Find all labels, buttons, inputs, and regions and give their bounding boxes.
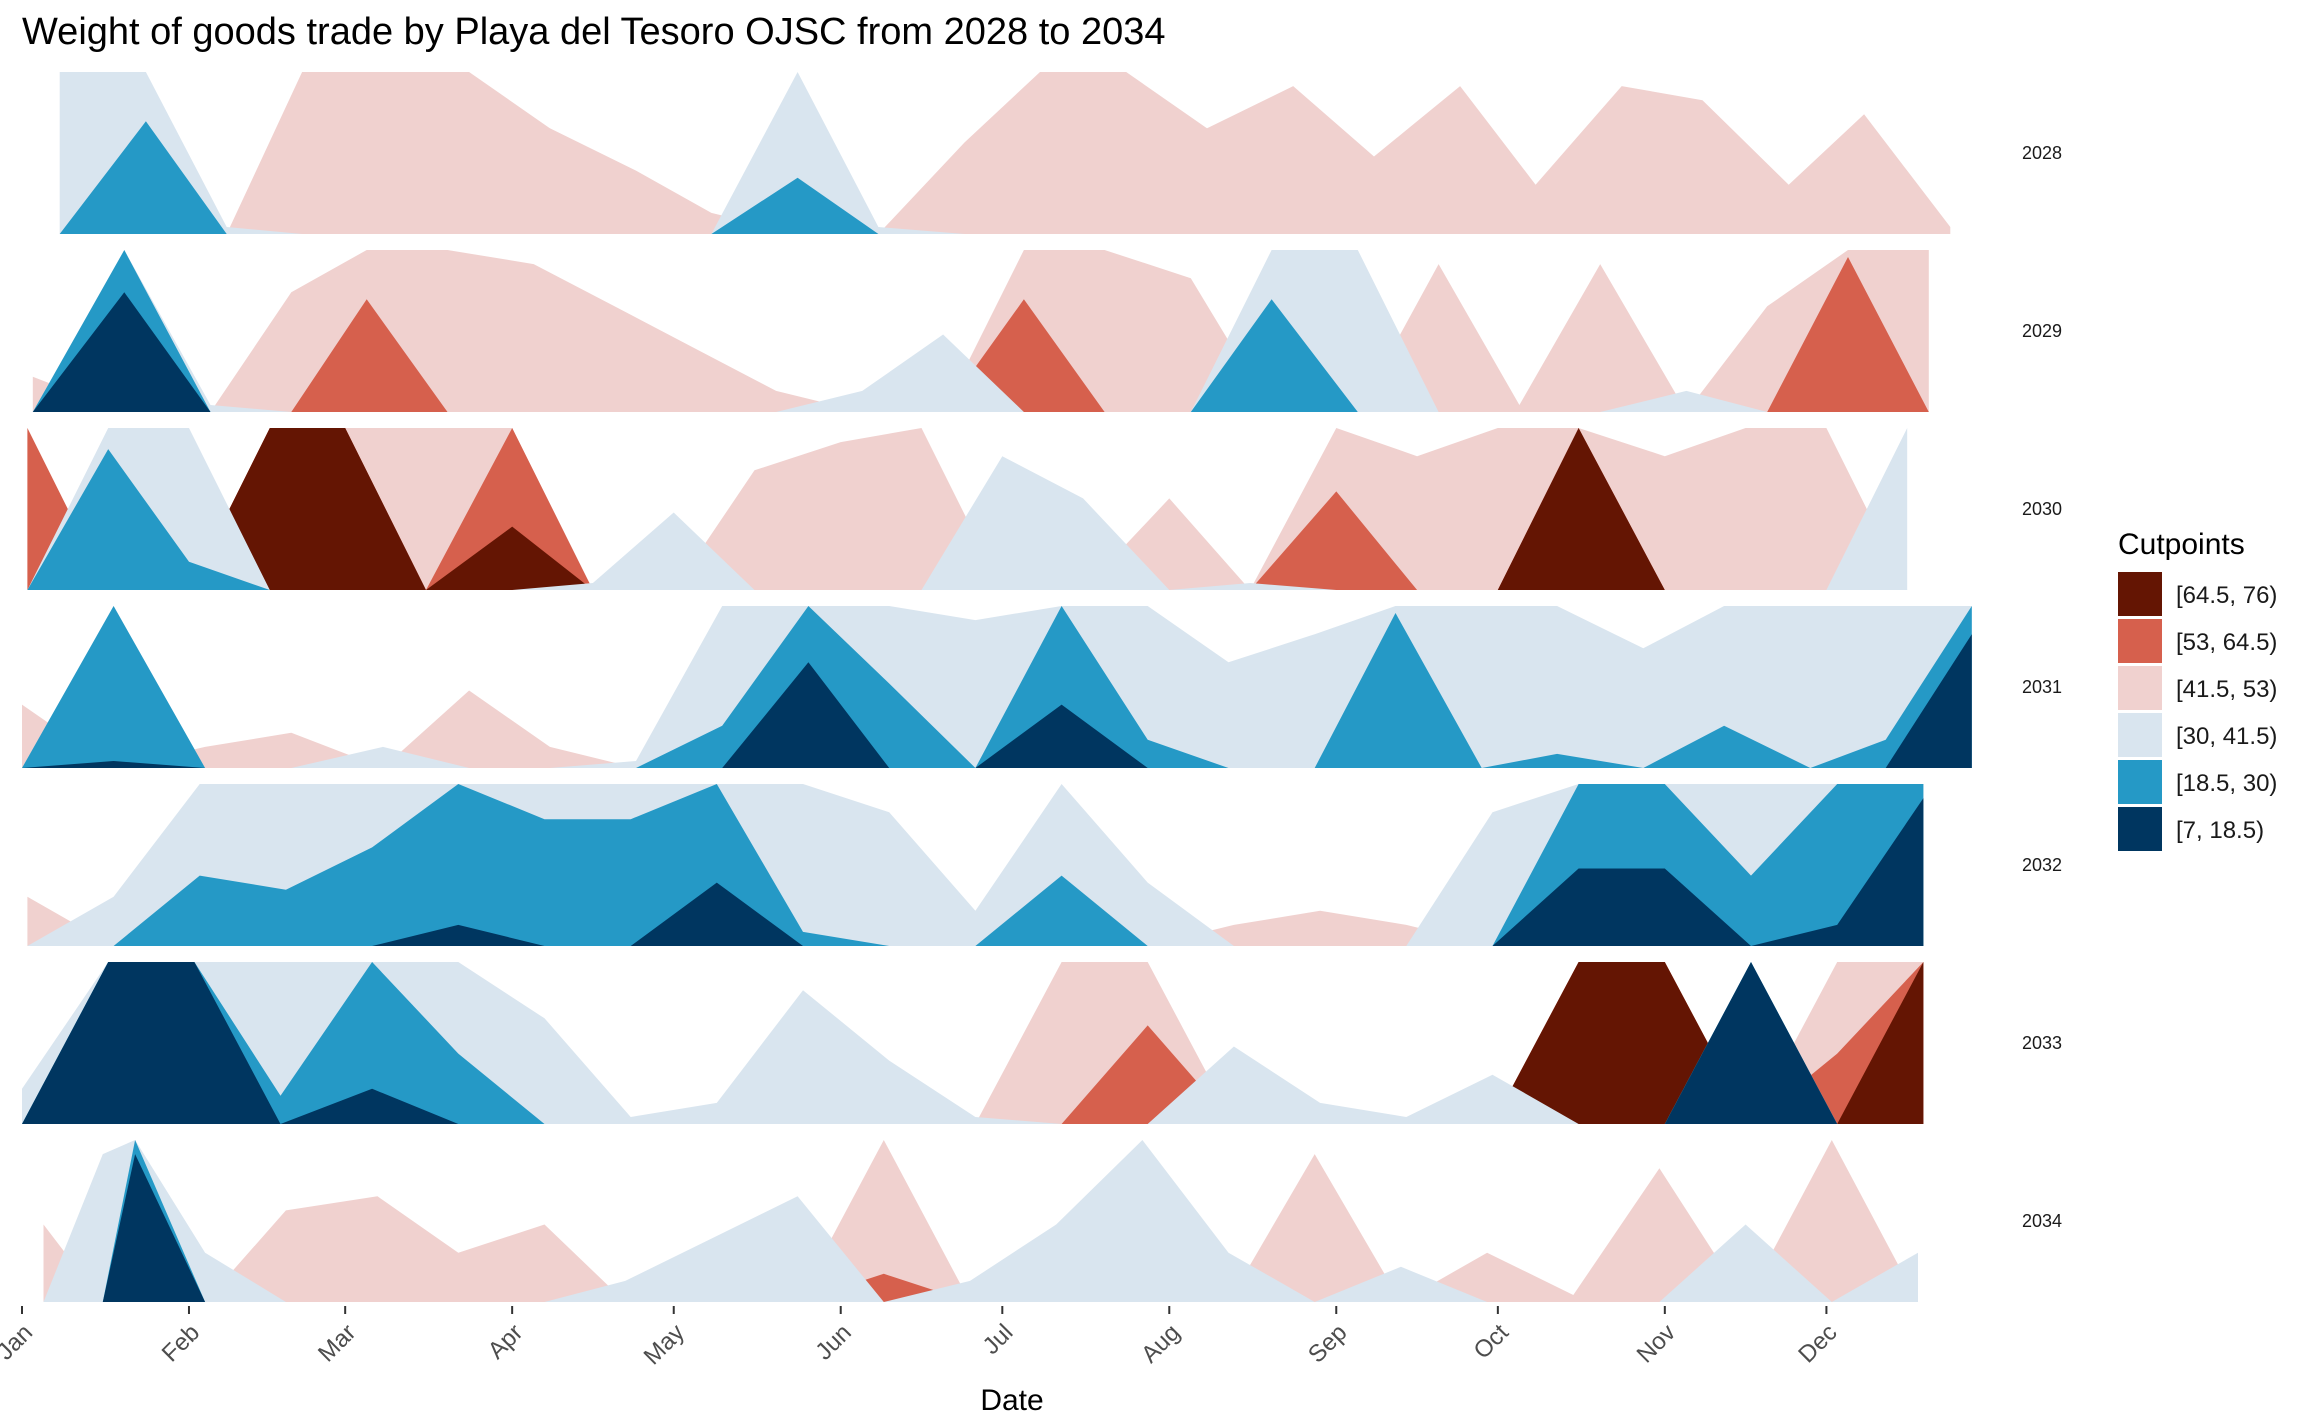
area-2031-pos-band-1 bbox=[22, 690, 1972, 768]
x-tick-label-Apr: Apr bbox=[483, 1319, 529, 1365]
legend: Cutpoints [64.5, 76) [53, 64.5) [41.5, 53)… bbox=[2118, 528, 2277, 851]
area-2033-neg-band-3 bbox=[22, 962, 1924, 1124]
panels: 2028 2029 2030 2031 2032 2033 2034 bbox=[22, 72, 2062, 1302]
area-2029-pos-band-1 bbox=[32, 250, 1929, 412]
panel-2030: 2030 bbox=[27, 428, 2062, 590]
x-tick-label-Jun: Jun bbox=[810, 1319, 856, 1365]
x-tick-label-May: May bbox=[639, 1319, 690, 1370]
x-tick-label-Aug: Aug bbox=[1136, 1319, 1185, 1368]
area-2030-neg-band-2 bbox=[27, 449, 1908, 590]
legend-swatch-5 bbox=[2118, 760, 2162, 804]
legend-swatch-2 bbox=[2118, 619, 2162, 663]
area-2033-neg-band-1 bbox=[22, 962, 1924, 1124]
x-axis-title: Date bbox=[980, 1384, 1043, 1417]
area-2032-neg-band-3 bbox=[27, 798, 1924, 946]
area-2032-neg-band-2 bbox=[27, 784, 1924, 946]
x-tick-label-Jan: Jan bbox=[0, 1319, 38, 1365]
legend-swatch-4 bbox=[2118, 713, 2162, 757]
x-tick-label-Nov: Nov bbox=[1632, 1319, 1681, 1368]
area-2028-pos-band-1 bbox=[59, 72, 1951, 234]
legend-label-6: [7, 18.5) bbox=[2176, 817, 2264, 844]
legend-swatch-6 bbox=[2118, 807, 2162, 851]
x-tick-label-Oct: Oct bbox=[1468, 1319, 1514, 1365]
area-2030-pos-band-3 bbox=[27, 428, 1908, 590]
panel-label-2034: 2034 bbox=[2022, 1211, 2062, 1231]
legend-label-1: [64.5, 76) bbox=[2176, 582, 2277, 609]
chart-title: Weight of goods trade by Playa del Tesor… bbox=[22, 11, 1166, 53]
x-tick-label-Jul: Jul bbox=[978, 1319, 1019, 1360]
legend-title: Cutpoints bbox=[2118, 528, 2245, 561]
legend-label-5: [18.5, 30) bbox=[2176, 770, 2277, 797]
panel-label-2030: 2030 bbox=[2022, 499, 2062, 519]
panel-label-2028: 2028 bbox=[2022, 143, 2062, 163]
legend-label-4: [30, 41.5) bbox=[2176, 723, 2277, 750]
legend-label-2: [53, 64.5) bbox=[2176, 629, 2277, 656]
legend-label-3: [41.5, 53) bbox=[2176, 676, 2277, 703]
x-tick-label-Dec: Dec bbox=[1793, 1319, 1842, 1368]
panel-2034: 2034 bbox=[43, 1140, 2062, 1302]
panel-2028: 2028 bbox=[59, 72, 2062, 234]
x-tick-label-Feb: Feb bbox=[157, 1319, 205, 1367]
area-2031-neg-band-1 bbox=[22, 606, 1972, 768]
panel-2029: 2029 bbox=[32, 250, 2062, 412]
legend-swatch-3 bbox=[2118, 666, 2162, 710]
area-2029-neg-band-1 bbox=[32, 250, 1929, 412]
panel-2032: 2032 bbox=[27, 784, 2062, 946]
x-tick-label-Sep: Sep bbox=[1303, 1319, 1352, 1368]
panel-label-2033: 2033 bbox=[2022, 1033, 2062, 1053]
area-2031-neg-band-2 bbox=[22, 606, 1972, 768]
area-2034-pos-band-1 bbox=[43, 1140, 1918, 1302]
x-tick-label-Mar: Mar bbox=[313, 1319, 361, 1367]
x-axis: Jan Feb Mar Apr May Jun Jul Aug Sep Oct Nov Dec bbox=[0, 1305, 1988, 1370]
legend-swatch-1 bbox=[2118, 572, 2162, 616]
area-2034-neg-band-1 bbox=[43, 1140, 1918, 1302]
panel-2033: 2033 bbox=[22, 962, 2062, 1124]
panel-2031: 2031 bbox=[22, 606, 2062, 768]
panel-label-2031: 2031 bbox=[2022, 677, 2062, 697]
panel-label-2032: 2032 bbox=[2022, 855, 2062, 875]
panel-label-2029: 2029 bbox=[2022, 321, 2062, 341]
